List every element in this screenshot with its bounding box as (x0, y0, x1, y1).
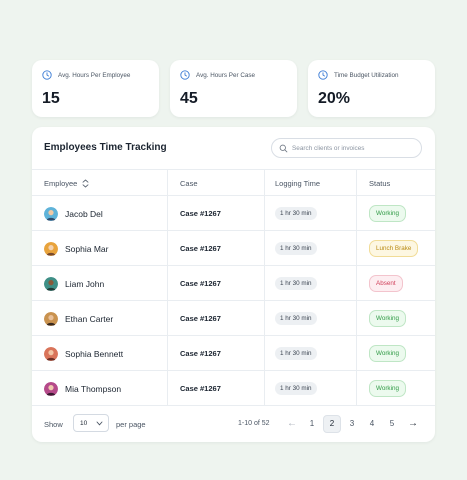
clock-icon (318, 70, 328, 80)
employee-name: Sophia Mar (65, 243, 109, 254)
avatar (44, 276, 58, 291)
case-id: Case #1267 (180, 244, 221, 253)
page-size-select[interactable]: 10 (73, 414, 109, 432)
stat-value: 45 (180, 90, 198, 107)
search-box[interactable] (271, 138, 422, 158)
table-header: Employee Case Logging Time Status (32, 169, 435, 196)
page-5-button[interactable]: 5 (389, 419, 395, 428)
logging-time-chip: 1 hr 30 min (275, 207, 317, 220)
page-size-value: 10 (80, 419, 88, 427)
table-row[interactable]: Liam John Case #1267 1 hr 30 min Absent (32, 266, 435, 301)
logging-time-chip: 1 hr 30 min (275, 277, 317, 290)
status-badge: Working (369, 205, 406, 222)
page-4-button[interactable]: 4 (369, 419, 375, 428)
header-employee[interactable]: Employee (44, 170, 89, 197)
header-status: Status (369, 179, 391, 188)
time-tracking-panel: Employees Time Tracking Employee Case Lo… (32, 127, 435, 442)
page-1-button[interactable]: 1 (309, 419, 315, 428)
table-row[interactable]: Jacob Del Case #1267 1 hr 30 min Working (32, 196, 435, 231)
avatar (44, 241, 58, 256)
stat-card-time-budget: Time Budget Utilization 20% (308, 60, 435, 117)
table-row[interactable]: Sophia Bennett Case #1267 1 hr 30 min Wo… (32, 336, 435, 371)
avatar (44, 381, 58, 396)
logging-time-chip: 1 hr 30 min (275, 312, 317, 325)
header-logging-time: Logging Time (275, 179, 321, 188)
search-icon (279, 144, 288, 152)
table-row[interactable]: Mia Thompson Case #1267 1 hr 30 min Work… (32, 371, 435, 406)
employee-name: Jacob Del (65, 208, 103, 219)
table-row[interactable]: Ethan Carter Case #1267 1 hr 30 min Work… (32, 301, 435, 336)
status-badge: Working (369, 380, 406, 397)
avatar (44, 311, 58, 326)
avatar (44, 206, 58, 221)
header-employee-label: Employee (44, 179, 78, 188)
case-id: Case #1267 (180, 314, 221, 323)
logging-time-chip: 1 hr 30 min (275, 242, 317, 255)
employee-name: Mia Thompson (65, 383, 122, 394)
chevron-down-icon (96, 421, 103, 425)
next-page-button[interactable]: → (408, 418, 418, 429)
table-row[interactable]: Sophia Mar Case #1267 1 hr 30 min Lunch … (32, 231, 435, 266)
employee-name: Sophia Bennett (65, 348, 124, 359)
page-3-button[interactable]: 3 (349, 419, 355, 428)
table-footer: Show 10 per page 1-10 of 52 ← 1 2 3 4 5 … (32, 406, 435, 442)
case-id: Case #1267 (180, 279, 221, 288)
case-id: Case #1267 (180, 349, 221, 358)
status-badge: Lunch Brake (369, 240, 419, 257)
status-badge: Working (369, 345, 406, 362)
logging-time-chip: 1 hr 30 min (275, 347, 317, 360)
case-id: Case #1267 (180, 209, 221, 218)
column-divider (167, 169, 168, 406)
column-divider (356, 169, 357, 406)
per-page-label: per page (116, 420, 146, 429)
panel-title: Employees Time Tracking (44, 142, 167, 153)
search-input[interactable] (292, 144, 412, 152)
pagination-range: 1-10 of 52 (238, 420, 270, 427)
column-divider (264, 169, 265, 406)
case-id: Case #1267 (180, 384, 221, 393)
stat-label: Avg. Hours Per Case (196, 71, 256, 79)
stat-card-avg-hours-employee: Avg. Hours Per Employee 15 (32, 60, 159, 117)
stat-label: Time Budget Utilization (334, 71, 399, 79)
status-badge: Working (369, 310, 406, 327)
clock-icon (180, 70, 190, 80)
sort-icon[interactable] (82, 179, 89, 188)
avatar (44, 346, 58, 361)
employee-name: Liam John (65, 278, 105, 289)
page-2-button[interactable]: 2 (323, 415, 341, 433)
stat-value: 15 (42, 90, 60, 107)
stat-label: Avg. Hours Per Employee (58, 71, 131, 79)
status-badge: Absent (369, 275, 403, 292)
prev-page-button[interactable]: ← (287, 418, 297, 429)
stat-value: 20% (318, 90, 351, 107)
logging-time-chip: 1 hr 30 min (275, 382, 317, 395)
header-case: Case (180, 179, 198, 188)
clock-icon (42, 70, 52, 80)
employee-name: Ethan Carter (65, 313, 114, 324)
show-label: Show (44, 420, 63, 429)
stat-card-avg-hours-case: Avg. Hours Per Case 45 (170, 60, 297, 117)
